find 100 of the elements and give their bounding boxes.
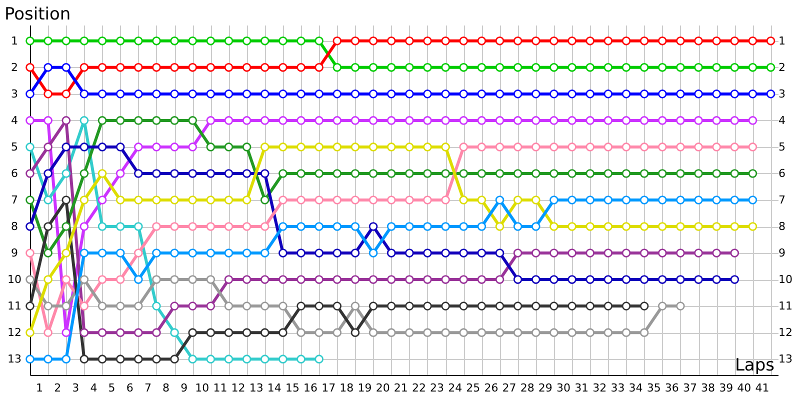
- point: [350, 169, 360, 178]
- point: [712, 36, 721, 46]
- point: [26, 302, 34, 310]
- point: [98, 275, 107, 284]
- x-tick-label: 12: [231, 382, 246, 394]
- point: [568, 90, 576, 98]
- point: [80, 196, 89, 204]
- point: [296, 354, 306, 364]
- point: [531, 169, 540, 178]
- point: [188, 63, 198, 72]
- point: [134, 302, 143, 310]
- point: [640, 328, 649, 337]
- point: [658, 116, 667, 125]
- point: [730, 222, 740, 231]
- point: [459, 63, 468, 72]
- point: [350, 116, 360, 125]
- point: [44, 302, 52, 310]
- point: [386, 275, 396, 284]
- point: [224, 354, 234, 364]
- x-tick-label: 20: [376, 382, 390, 394]
- point: [712, 142, 721, 152]
- point: [513, 90, 522, 98]
- point: [423, 328, 432, 337]
- point: [622, 169, 631, 178]
- y2-tick-label: 6: [778, 166, 786, 180]
- x-tick-label: 7: [144, 382, 152, 394]
- point: [188, 36, 198, 46]
- x-tick-label: 18: [340, 382, 354, 394]
- x-tick-label: 31: [574, 382, 589, 394]
- point: [332, 222, 342, 231]
- point: [495, 302, 504, 310]
- y-tick-label: 6: [11, 166, 18, 180]
- point: [405, 90, 414, 98]
- point: [152, 169, 161, 178]
- x-axis-title: Laps: [734, 356, 775, 376]
- point: [712, 169, 721, 178]
- x-tick-label: 32: [592, 382, 607, 394]
- point: [676, 302, 685, 310]
- point: [658, 222, 667, 231]
- point: [441, 116, 450, 125]
- point: [242, 354, 252, 364]
- point: [712, 275, 721, 284]
- point: [224, 302, 234, 310]
- point: [116, 196, 125, 204]
- point: [658, 90, 667, 98]
- point: [332, 169, 342, 178]
- point: [748, 63, 758, 72]
- x-tick-label: 22: [412, 382, 426, 394]
- point: [206, 63, 216, 72]
- point: [658, 36, 667, 46]
- point: [531, 116, 540, 125]
- y-tick-label: 4: [11, 114, 18, 127]
- point: [332, 116, 342, 125]
- point: [170, 169, 179, 178]
- x-tick-label: 9: [180, 382, 188, 394]
- point: [44, 222, 52, 231]
- point: [405, 142, 414, 152]
- point: [712, 222, 721, 231]
- point: [568, 302, 576, 310]
- point: [405, 302, 414, 310]
- x-tick-label: 19: [358, 382, 372, 394]
- point: [730, 36, 740, 46]
- point: [242, 222, 252, 231]
- point: [730, 142, 740, 152]
- point: [224, 63, 234, 72]
- point: [152, 248, 161, 258]
- point: [622, 90, 631, 98]
- point: [296, 142, 306, 152]
- point: [134, 116, 143, 125]
- point: [188, 169, 198, 178]
- point: [531, 196, 540, 204]
- x-tick-label: 13: [249, 382, 264, 394]
- point: [98, 36, 107, 46]
- point: [260, 90, 270, 98]
- point: [477, 116, 486, 125]
- point: [206, 275, 216, 284]
- y-tick-label: 12: [8, 326, 22, 340]
- point: [242, 142, 252, 152]
- point: [423, 116, 432, 125]
- point: [80, 63, 89, 72]
- point: [44, 354, 52, 364]
- point: [622, 116, 631, 125]
- point: [386, 302, 396, 310]
- point: [134, 328, 143, 337]
- point: [386, 222, 396, 231]
- point: [260, 248, 270, 258]
- point: [622, 328, 631, 337]
- point: [368, 142, 378, 152]
- point: [658, 275, 667, 284]
- point: [206, 328, 216, 337]
- point: [550, 248, 558, 258]
- point: [640, 116, 649, 125]
- point: [188, 275, 198, 284]
- point: [441, 328, 450, 337]
- point: [586, 142, 595, 152]
- point: [224, 142, 234, 152]
- point: [386, 328, 396, 337]
- point: [477, 248, 486, 258]
- point: [495, 36, 504, 46]
- point: [260, 142, 270, 152]
